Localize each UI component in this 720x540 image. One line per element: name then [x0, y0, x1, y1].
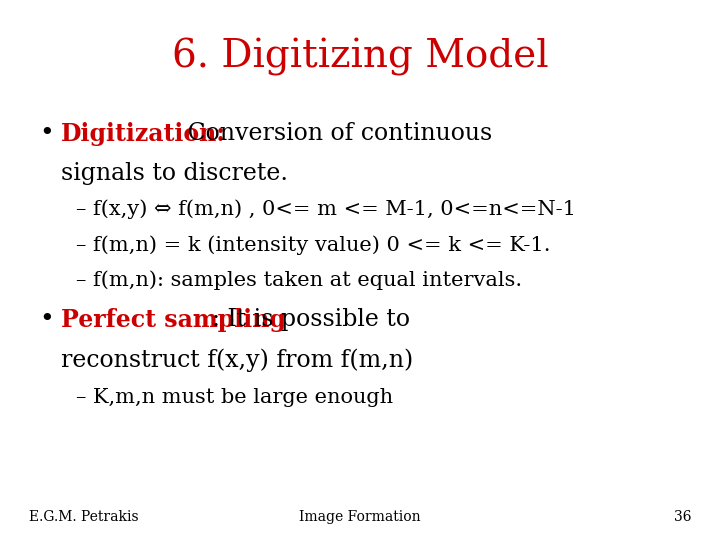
Text: 6. Digitizing Model: 6. Digitizing Model: [171, 38, 549, 76]
Text: 36: 36: [674, 510, 691, 524]
Text: : It is possible to: : It is possible to: [212, 308, 410, 331]
Text: Perfect sampling: Perfect sampling: [61, 308, 286, 332]
Text: – f(m,n) = k (intensity value) 0 <= k <= K-1.: – f(m,n) = k (intensity value) 0 <= k <=…: [76, 235, 550, 254]
Text: E.G.M. Petrakis: E.G.M. Petrakis: [29, 510, 138, 524]
Text: reconstruct f(x,y) from f(m,n): reconstruct f(x,y) from f(m,n): [61, 348, 413, 372]
Text: •: •: [40, 122, 54, 145]
Text: – f(x,y) ⇔ f(m,n) , 0<= m <= M-1, 0<=n<=N-1: – f(x,y) ⇔ f(m,n) , 0<= m <= M-1, 0<=n<=…: [76, 200, 575, 219]
Text: Digitization:: Digitization:: [61, 122, 226, 145]
Text: •: •: [40, 308, 54, 331]
Text: signals to discrete.: signals to discrete.: [61, 162, 288, 185]
Text: Conversion of continuous: Conversion of continuous: [180, 122, 492, 145]
Text: – K,m,n must be large enough: – K,m,n must be large enough: [76, 388, 392, 407]
Text: – f(m,n): samples taken at equal intervals.: – f(m,n): samples taken at equal interva…: [76, 270, 522, 289]
Text: Image Formation: Image Formation: [300, 510, 420, 524]
